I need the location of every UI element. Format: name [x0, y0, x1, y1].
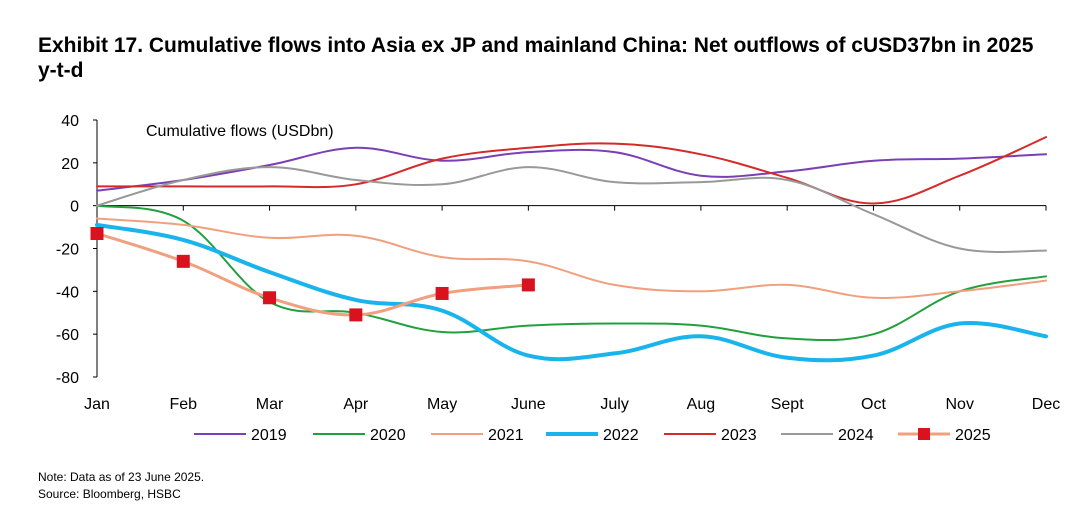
chart-annotation: Cumulative flows (USDbn) [146, 123, 334, 140]
legend-label-2025: 2025 [955, 427, 991, 444]
data-point-2025 [349, 308, 363, 322]
legend-marker-2025 [918, 428, 930, 440]
data-point-2025 [176, 254, 190, 268]
legend-label-2023: 2023 [721, 427, 757, 444]
y-tick-label: -20 [56, 242, 79, 259]
x-tick-label: Oct [861, 396, 886, 413]
data-point-2025 [90, 227, 104, 241]
x-tick-label: Sept [771, 396, 804, 413]
series-line-2022 [95, 222, 1048, 363]
legend-label-2020: 2020 [370, 427, 406, 444]
series-line-2023 [96, 136, 1047, 205]
legend: 2019 2020 2021 2022 2023 2024 2025 [194, 427, 991, 444]
y-tick-label: -80 [56, 370, 79, 387]
x-tick-label: Dec [1032, 396, 1060, 413]
source-note: Source: Bloomberg, HSBC [38, 487, 181, 501]
x-tick-label: Feb [169, 396, 197, 413]
series-lines [90, 136, 1048, 363]
x-tick-label: Mar [256, 396, 284, 413]
x-tick-label: July [600, 396, 628, 413]
x-tick-label: Nov [946, 396, 974, 413]
y-tick-label: -40 [56, 284, 79, 301]
data-point-2025 [263, 291, 277, 305]
series-line-2025 [95, 232, 530, 317]
chart-title: Exhibit 17. Cumulative flows into Asia e… [38, 34, 1034, 82]
legend-label-2022: 2022 [603, 427, 639, 444]
y-tick-label: 0 [70, 199, 79, 216]
x-tick-label: May [427, 396, 457, 413]
x-tick-label: Jan [84, 396, 110, 413]
series-line-2024 [96, 166, 1047, 254]
data-point-2025 [435, 286, 449, 300]
legend-label-2024: 2024 [838, 427, 874, 444]
y-tick-label: -60 [56, 327, 79, 344]
legend-label-2021: 2021 [488, 427, 524, 444]
footnote: Note: Data as of 23 June 2025. [38, 470, 205, 484]
legend-label-2019: 2019 [251, 427, 287, 444]
series-line-2020 [96, 204, 1047, 342]
series-line-2021 [96, 217, 1047, 299]
data-point-2025 [521, 278, 535, 292]
y-tick-label: 40 [61, 113, 79, 130]
x-tick-label: Apr [343, 396, 369, 413]
x-tick-label: Aug [687, 396, 715, 413]
y-tick-label: 20 [61, 156, 79, 173]
x-tick-label: June [511, 396, 546, 413]
axes: 40 20 0 -20 -40 -60 -80 Jan Feb Mar Apr May June July… [56, 113, 1060, 413]
